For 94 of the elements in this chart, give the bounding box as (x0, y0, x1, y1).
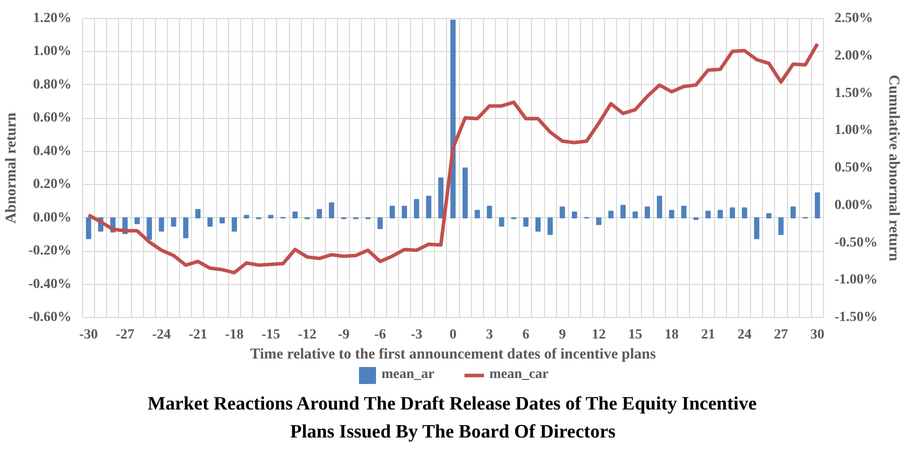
x-tick-label: -24 (152, 328, 171, 342)
y-tick-label: 1.20% (33, 11, 72, 26)
bar (644, 206, 650, 218)
y-tick-label: -0.40% (28, 276, 72, 292)
bar (183, 217, 188, 238)
bar (316, 209, 322, 218)
x-tick-label: -9 (338, 328, 350, 342)
bar (328, 202, 334, 218)
bar (414, 199, 420, 218)
bar (292, 212, 298, 218)
y2-tick-label: 0.50% (834, 160, 873, 176)
bar (232, 217, 237, 232)
y2-tick-label: -1.00% (834, 272, 878, 288)
x-tick-label: 12 (592, 328, 606, 342)
y2-tick-label: -0.50% (834, 235, 878, 250)
x-tick-label: 24 (738, 328, 752, 342)
bar (426, 196, 432, 218)
bar (146, 217, 152, 240)
y-tick-label: 0.00% (33, 210, 72, 226)
x-tick-label: 30 (810, 328, 824, 342)
bar (572, 212, 578, 218)
y2-tick-label: 2.00% (834, 48, 873, 64)
bar (438, 177, 444, 218)
bar (705, 210, 711, 218)
bar (730, 207, 736, 218)
y-tick-label: 0.60% (33, 110, 72, 126)
y-axis-title: Abnormal return (3, 112, 20, 224)
bar (170, 217, 176, 227)
legend-label: mean_ar (382, 367, 434, 383)
y2-tick-label: 2.50% (834, 11, 873, 26)
bar (656, 196, 662, 218)
bar (718, 210, 723, 218)
x-tick-label: 9 (558, 328, 566, 342)
bar (632, 212, 638, 218)
bar (754, 217, 760, 240)
bar (207, 217, 213, 227)
x-tick-label: 18 (664, 328, 679, 342)
y-tick-label: -0.20% (28, 244, 72, 259)
y2-tick-label: -1.50% (834, 310, 878, 325)
bar (268, 214, 274, 218)
bar (158, 217, 164, 232)
x-tick-label: 6 (522, 328, 530, 342)
bar (134, 217, 140, 224)
x-tick-label: -21 (188, 328, 208, 342)
x-axis-title: Time relative to the first announcement dates of incentive plans (250, 346, 656, 362)
x-tick-label: 27 (774, 328, 788, 342)
y2-tick-label: 1.50% (834, 86, 873, 101)
x-tick-label: 15 (628, 328, 642, 342)
x-tick-label: 3 (486, 328, 493, 342)
bar (535, 217, 541, 232)
x-tick-label: 21 (701, 328, 716, 342)
bar (523, 217, 529, 227)
bar (560, 206, 565, 218)
y-tick-label: 0.80% (33, 77, 72, 92)
bar (498, 217, 504, 227)
line-series (86, 42, 820, 274)
y-tick-label: -0.60% (28, 310, 72, 325)
x-tick-label: -18 (225, 328, 244, 342)
x-tick-label: -3 (410, 328, 422, 342)
bar (742, 207, 748, 218)
bar (766, 213, 772, 218)
bar (390, 206, 395, 218)
y2-axis-title: Cumulative abnormal return (886, 74, 902, 262)
bar (596, 217, 602, 225)
bar (462, 168, 468, 218)
bar (620, 204, 626, 218)
bar (377, 217, 383, 230)
bar (402, 206, 408, 218)
x-tick-label: -15 (261, 328, 280, 342)
bar (244, 214, 250, 218)
bar (86, 217, 92, 240)
bar (778, 217, 784, 235)
bar (669, 210, 674, 218)
bar (548, 217, 553, 235)
bar (814, 192, 820, 218)
x-tick-label: -6 (374, 328, 386, 342)
y-tick-label: 0.40% (33, 144, 72, 159)
x-tick-label: 0 (450, 328, 456, 342)
bar (608, 210, 614, 218)
y-tick-label: 0.20% (33, 177, 72, 192)
y-tick-label: 1.00% (33, 44, 72, 60)
y2-tick-label: 1.00% (834, 123, 873, 138)
x-tick-label: -30 (79, 328, 98, 342)
bar (220, 217, 225, 224)
bar (195, 209, 201, 218)
bar (681, 206, 686, 218)
bar (474, 210, 480, 218)
x-tick-label: -27 (116, 328, 134, 342)
legend-label: mean_car (489, 367, 548, 383)
x-tick-label: -12 (298, 328, 317, 342)
bar (790, 206, 796, 218)
y2-tick-label: 0.00% (834, 198, 873, 213)
bar (486, 206, 492, 218)
text: Market Reactions Around The Draft Release Dates of The Equity Incentive Plans Issued By The Board Of Directors (148, 394, 757, 442)
